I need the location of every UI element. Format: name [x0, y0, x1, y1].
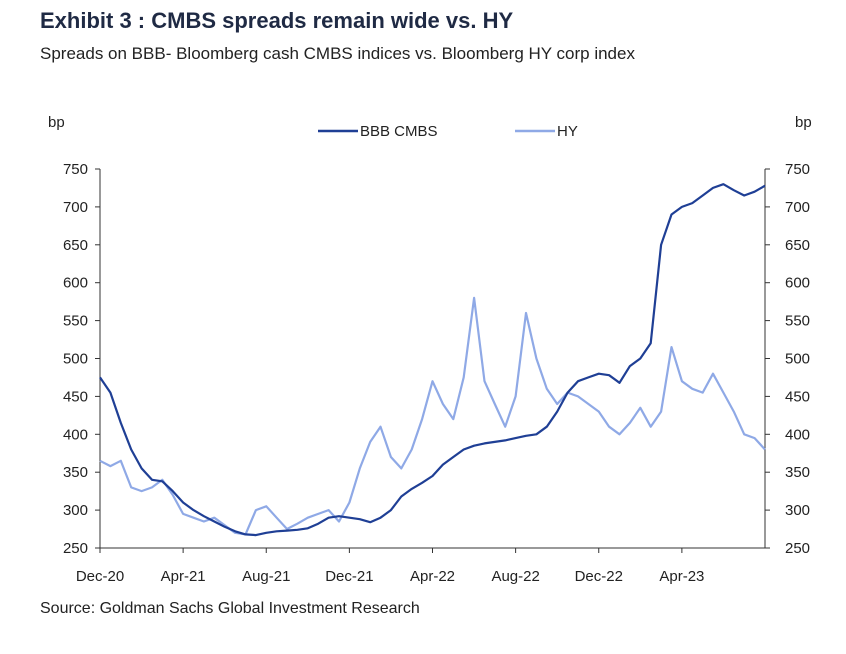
left-tick-label: 350: [63, 464, 88, 481]
right-unit-label: bp: [795, 114, 812, 131]
series-line-bbb-cmbs: [99, 183, 766, 537]
right-tick-label: 650: [785, 237, 810, 254]
right-tick-label: 600: [785, 275, 810, 292]
right-tick-label: 750: [785, 161, 810, 178]
x-tick-label: Dec-22: [575, 568, 623, 585]
x-tick-label: Dec-20: [76, 568, 124, 585]
x-tick-label: Apr-23: [659, 568, 704, 585]
legend-label: HY: [557, 123, 578, 140]
left-tick-label: 250: [63, 540, 88, 557]
x-tick-label: Apr-22: [410, 568, 455, 585]
right-tick-label: 400: [785, 426, 810, 443]
left-tick-label: 300: [63, 502, 88, 519]
right-tick-label: 700: [785, 199, 810, 216]
source-note: Source: Goldman Sachs Global Investment …: [40, 600, 420, 617]
left-unit-label: bp: [48, 114, 65, 131]
right-tick-label: 350: [785, 464, 810, 481]
x-tick-label: Apr-21: [161, 568, 206, 585]
right-tick-label: 500: [785, 351, 810, 368]
chart-subtitle: Spreads on BBB- Bloomberg cash CMBS indi…: [40, 44, 635, 63]
right-tick-label: 300: [785, 502, 810, 519]
left-tick-label: 600: [63, 275, 88, 292]
right-tick-label: 550: [785, 313, 810, 330]
line-chart: bp bp 250 250 300 300 350 350 400 400 450 450 500 500…: [48, 114, 812, 585]
series-line-hy: [99, 296, 766, 536]
left-tick-label: 500: [63, 351, 88, 368]
left-tick-label: 450: [63, 388, 88, 405]
x-tick-label: Dec-21: [325, 568, 373, 585]
right-tick-label: 450: [785, 388, 810, 405]
axes-group: bp bp 250 250 300 300 350 350 400 400 450 450 500 500…: [48, 114, 812, 585]
left-tick-label: 700: [63, 199, 88, 216]
x-tick-label: Aug-22: [491, 568, 539, 585]
left-tick-label: 650: [63, 237, 88, 254]
legend-label: BBB CMBS: [360, 123, 438, 140]
left-tick-label: 750: [63, 161, 88, 178]
series-layer: [99, 183, 766, 537]
left-tick-label: 400: [63, 426, 88, 443]
left-tick-label: 550: [63, 313, 88, 330]
x-tick-label: Aug-21: [242, 568, 290, 585]
chart-title: Exhibit 3 : CMBS spreads remain wide vs.…: [40, 8, 514, 33]
legend: BBB CMBS HY: [318, 123, 578, 140]
right-tick-label: 250: [785, 540, 810, 557]
